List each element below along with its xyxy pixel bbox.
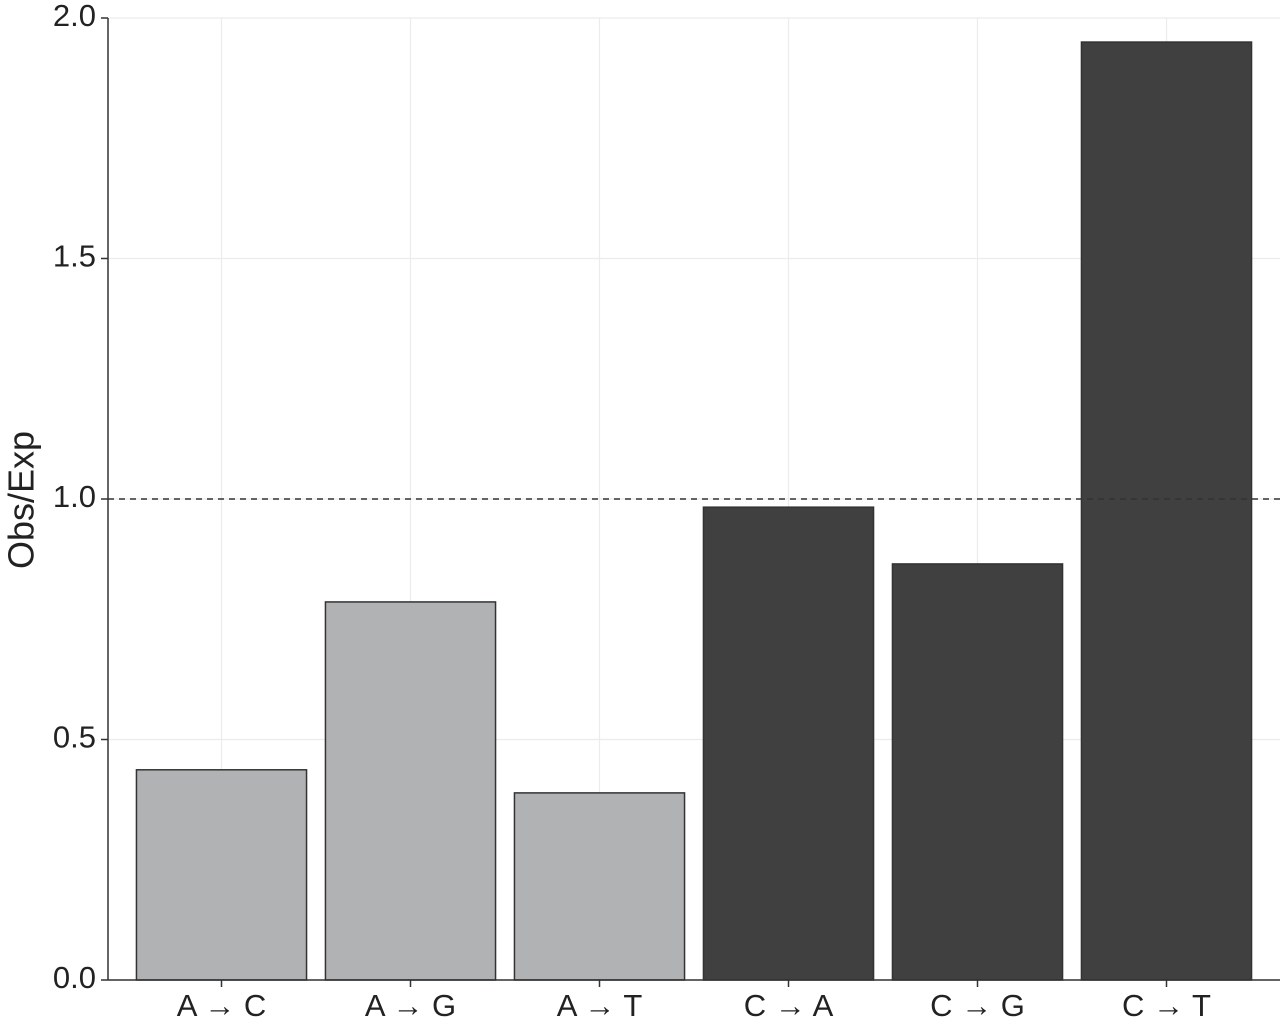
y-tick-label: 0.5 [53,720,96,755]
bar [135,769,308,981]
x-tick-label: C → T [1122,988,1211,1023]
bar [324,601,497,981]
y-tick-label: 2.0 [53,0,96,33]
y-tick-label: 1.5 [53,239,96,274]
y-tick-label: 1.0 [53,479,96,514]
x-tick-label: C → G [930,988,1025,1023]
x-tick-label: A → G [365,988,456,1023]
x-tick-label: A → C [177,988,267,1023]
bar [1080,41,1253,981]
bar [702,506,875,981]
x-tick-label: A → T [557,988,643,1023]
bar [891,563,1064,981]
y-tick-label: 0.0 [53,960,96,995]
x-tick-label: C → A [744,988,834,1023]
bar [513,792,686,981]
y-axis-label: Obs/Exp [1,431,42,569]
